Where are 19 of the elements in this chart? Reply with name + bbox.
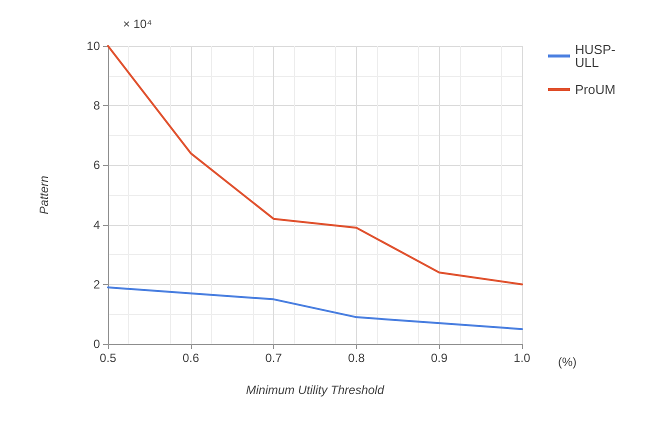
y-tick-label: 10	[86, 39, 100, 53]
y-tick-label: 4	[93, 218, 100, 232]
text: × 10⁴	[123, 17, 152, 31]
x-axis-title: Minimum Utility Threshold	[246, 383, 384, 397]
y-tick-label: 0	[93, 337, 100, 351]
y-tick-label: 8	[93, 98, 100, 113]
y-tick-label: 2	[93, 277, 100, 292]
legend-label: HUSP-ULL	[575, 42, 616, 70]
text: (%)	[558, 355, 577, 369]
x-tick-label: 0.5	[100, 351, 117, 365]
x-tick-label: 0.6	[182, 351, 200, 365]
y-axis-title: Pattern	[37, 175, 51, 214]
x-tick-label: 0.7	[265, 351, 282, 365]
x-tick-label: 0.8	[348, 351, 366, 365]
legend-label: ProUM	[575, 82, 616, 97]
x-tick-label: 1.0	[514, 351, 531, 365]
line-series	[107, 286, 523, 330]
x-tick-label: 0.9	[430, 351, 448, 365]
y-tick-label: 6	[93, 158, 100, 172]
